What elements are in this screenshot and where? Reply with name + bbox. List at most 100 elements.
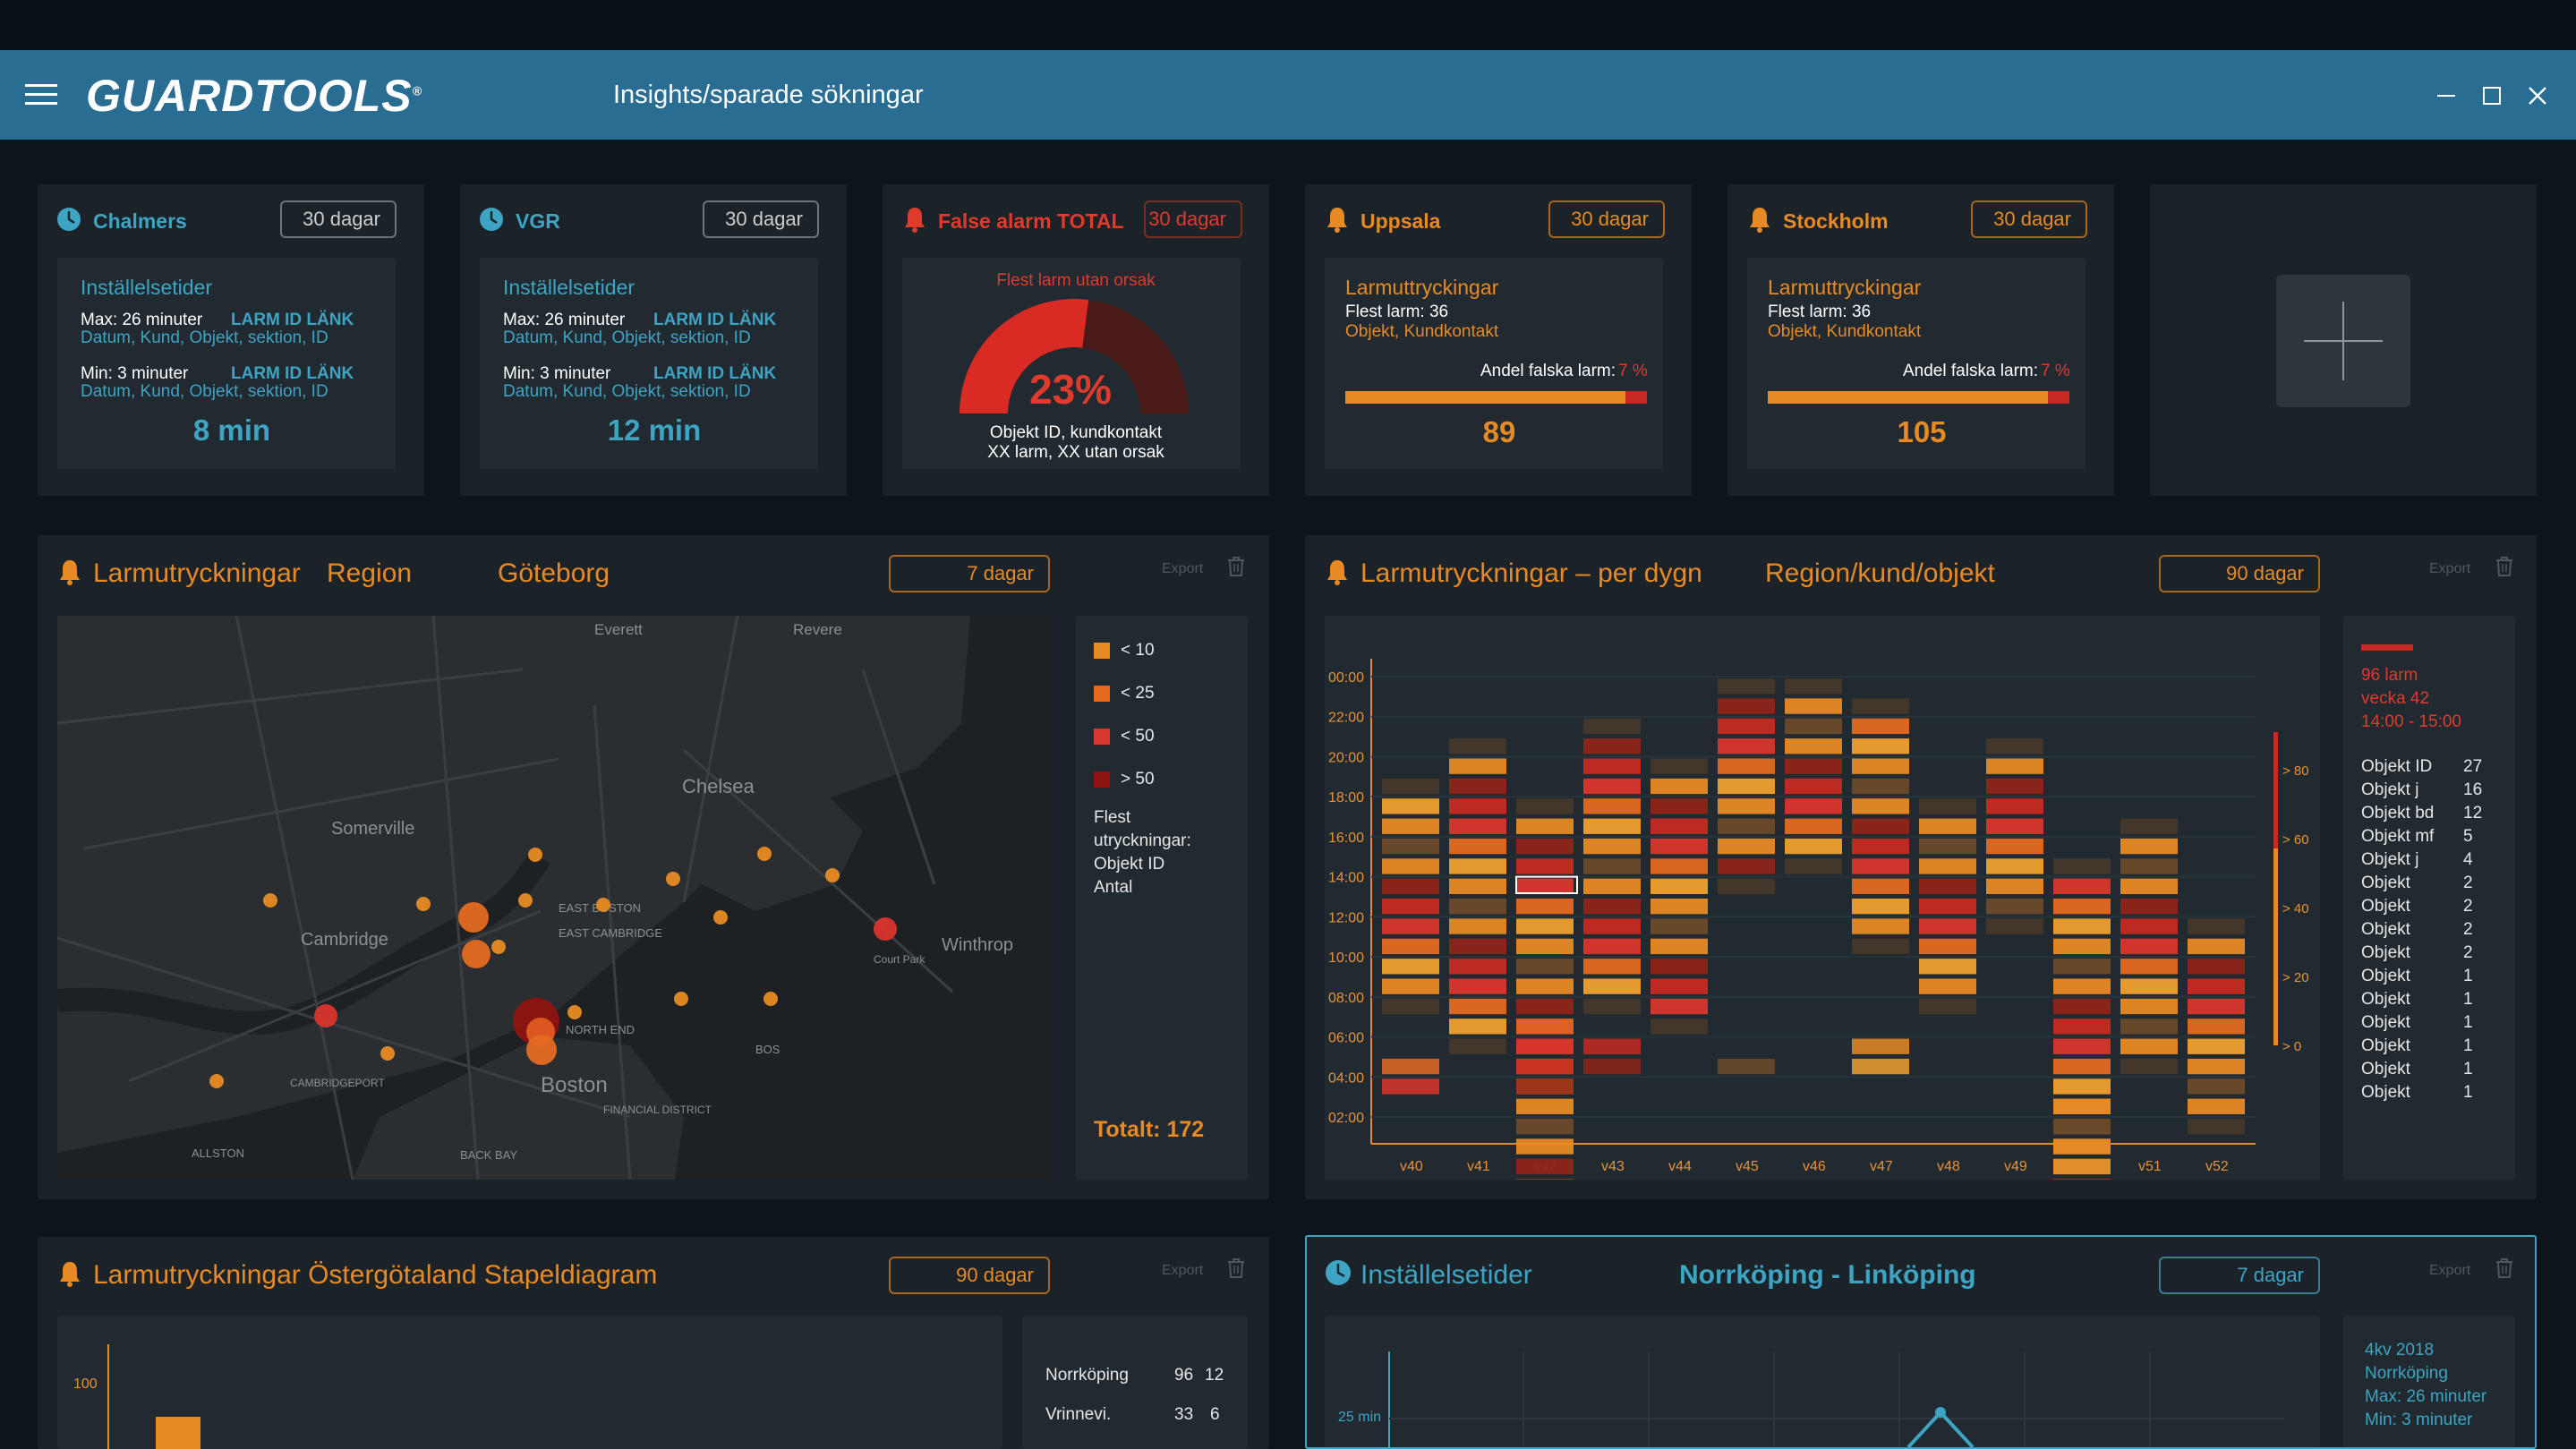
heatmap-cell[interactable] — [2053, 938, 2111, 955]
alarm-id-link[interactable]: LARM ID LÄNK — [653, 311, 777, 329]
heatmap-cell[interactable] — [1516, 798, 1574, 814]
object-name[interactable]: Objekt mf — [2361, 827, 2435, 846]
heatmap-cell[interactable] — [2053, 1138, 2111, 1155]
heatmap-cell[interactable] — [1382, 959, 1439, 975]
heatmap-cell[interactable] — [2120, 1058, 2178, 1075]
heatmap-cell[interactable] — [1785, 718, 1842, 735]
heatmap-cell[interactable] — [1718, 858, 1775, 874]
heatmap-cell[interactable] — [1516, 1038, 1574, 1054]
trash-icon[interactable] — [2495, 1258, 2513, 1278]
heatmap-cell[interactable] — [1651, 918, 1708, 934]
alarm-marker[interactable] — [263, 893, 277, 908]
heatmap-cell[interactable] — [2120, 938, 2178, 955]
heatmap-cell[interactable] — [1852, 818, 1909, 834]
heatmap-cell[interactable] — [1449, 918, 1506, 934]
heatmap-cell[interactable] — [1852, 878, 1909, 894]
export-button[interactable]: Export — [2429, 561, 2471, 576]
heatmap-cell[interactable] — [2053, 1078, 2111, 1095]
object-name[interactable]: Objekt ID — [2361, 757, 2433, 776]
alarm-marker[interactable] — [416, 897, 431, 911]
heatmap-cell[interactable] — [2053, 1179, 2111, 1180]
heatmap-cell[interactable] — [1852, 918, 1909, 934]
alarm-marker[interactable] — [209, 1074, 224, 1088]
heatmap-cell[interactable] — [1852, 738, 1909, 754]
alarm-id-link[interactable]: LARM ID LÄNK — [231, 311, 354, 329]
heatmap-cell[interactable] — [1785, 678, 1842, 695]
panel-subtitle[interactable]: Norrköping - Linköping — [1679, 1260, 1976, 1290]
heatmap-cell[interactable] — [1516, 1019, 1574, 1035]
alarm-marker[interactable] — [874, 917, 897, 941]
heatmap-cell[interactable] — [1583, 978, 1641, 994]
heatmap-cell[interactable] — [1583, 1058, 1641, 1075]
close-icon[interactable] — [2528, 86, 2547, 106]
heatmap-cell[interactable] — [1449, 818, 1506, 834]
heatmap-cell[interactable] — [1986, 918, 2043, 934]
heatmap-cell[interactable] — [1583, 758, 1641, 774]
heatmap-cell[interactable] — [2188, 938, 2245, 955]
heatmap-cell[interactable] — [2120, 1019, 2178, 1035]
heatmap-cell[interactable] — [1382, 938, 1439, 955]
heatmap-cell[interactable] — [1516, 918, 1574, 934]
alarm-marker[interactable] — [825, 868, 840, 882]
heatmap-cell[interactable] — [1516, 1138, 1574, 1155]
heatmap-cell[interactable] — [1516, 838, 1574, 855]
object-name[interactable]: Objekt — [2361, 943, 2410, 962]
period-select[interactable]: 30 dagar — [1971, 200, 2087, 238]
heatmap-cell[interactable] — [1449, 978, 1506, 994]
object-name[interactable]: Objekt — [2361, 990, 2410, 1009]
heatmap-cell[interactable] — [1919, 899, 1976, 915]
heatmap-cell[interactable] — [1651, 878, 1708, 894]
heatmap-cell[interactable] — [1651, 778, 1708, 795]
alarm-marker[interactable] — [491, 940, 506, 954]
heatmap-cell[interactable] — [1382, 878, 1439, 894]
alarm-marker[interactable] — [757, 847, 772, 861]
heatmap-cell[interactable] — [2120, 998, 2178, 1015]
period-select[interactable]: 90 dagar — [889, 1257, 1050, 1294]
heatmap-cell[interactable] — [1449, 938, 1506, 955]
period-select[interactable]: 30 dagar — [703, 200, 819, 238]
heatmap-cell[interactable] — [1583, 718, 1641, 735]
heatmap-cell[interactable] — [1583, 818, 1641, 834]
heatmap-cell[interactable] — [2188, 959, 2245, 975]
heatmap-cell[interactable] — [1382, 858, 1439, 874]
heatmap-cell[interactable] — [2188, 978, 2245, 994]
heatmap-cell[interactable] — [1919, 938, 1976, 955]
heatmap-cell[interactable] — [1852, 858, 1909, 874]
heatmap-cell[interactable] — [1516, 998, 1574, 1015]
heatmap-cell[interactable] — [1852, 798, 1909, 814]
heatmap-cell[interactable] — [1382, 1058, 1439, 1075]
heatmap-cell[interactable] — [2053, 1119, 2111, 1135]
alarm-marker[interactable] — [526, 1035, 557, 1065]
heatmap-cell[interactable] — [1449, 998, 1506, 1015]
heatmap-cell[interactable] — [1718, 1058, 1775, 1075]
heatmap-cell[interactable] — [2188, 998, 2245, 1015]
heatmap-cell[interactable] — [1516, 978, 1574, 994]
heatmap-cell[interactable] — [2120, 838, 2178, 855]
heatmap-cell[interactable] — [1516, 959, 1574, 975]
heatmap-cell[interactable] — [1449, 858, 1506, 874]
heatmap-cell[interactable] — [1449, 798, 1506, 814]
heatmap-cell[interactable] — [1651, 938, 1708, 955]
heatmap-cell[interactable] — [2053, 1038, 2111, 1054]
heatmap-cell[interactable] — [1651, 818, 1708, 834]
object-name[interactable]: Objekt j — [2361, 780, 2419, 799]
trash-icon[interactable] — [1227, 557, 1245, 576]
heatmap-cell[interactable] — [2053, 978, 2111, 994]
heatmap-cell[interactable] — [1651, 838, 1708, 855]
heatmap-cell[interactable] — [1382, 798, 1439, 814]
heatmap-cell[interactable] — [1651, 978, 1708, 994]
heatmap-cell[interactable] — [2120, 959, 2178, 975]
alarm-marker[interactable] — [674, 992, 688, 1006]
heatmap-cell[interactable] — [2120, 899, 2178, 915]
alarm-marker[interactable] — [458, 902, 489, 933]
heatmap-cell[interactable] — [1583, 798, 1641, 814]
export-button[interactable]: Export — [2429, 1263, 2471, 1278]
alarm-marker[interactable] — [567, 1005, 582, 1019]
panel-subtitle[interactable]: Region/kund/objekt — [1765, 558, 1995, 588]
heatmap-cell[interactable] — [1852, 758, 1909, 774]
maximize-icon[interactable] — [2482, 86, 2502, 106]
heatmap-cell[interactable] — [1583, 778, 1641, 795]
heatmap-cell[interactable] — [1583, 878, 1641, 894]
object-name[interactable]: Objekt — [2361, 1036, 2410, 1055]
heatmap-cell[interactable] — [1651, 998, 1708, 1015]
